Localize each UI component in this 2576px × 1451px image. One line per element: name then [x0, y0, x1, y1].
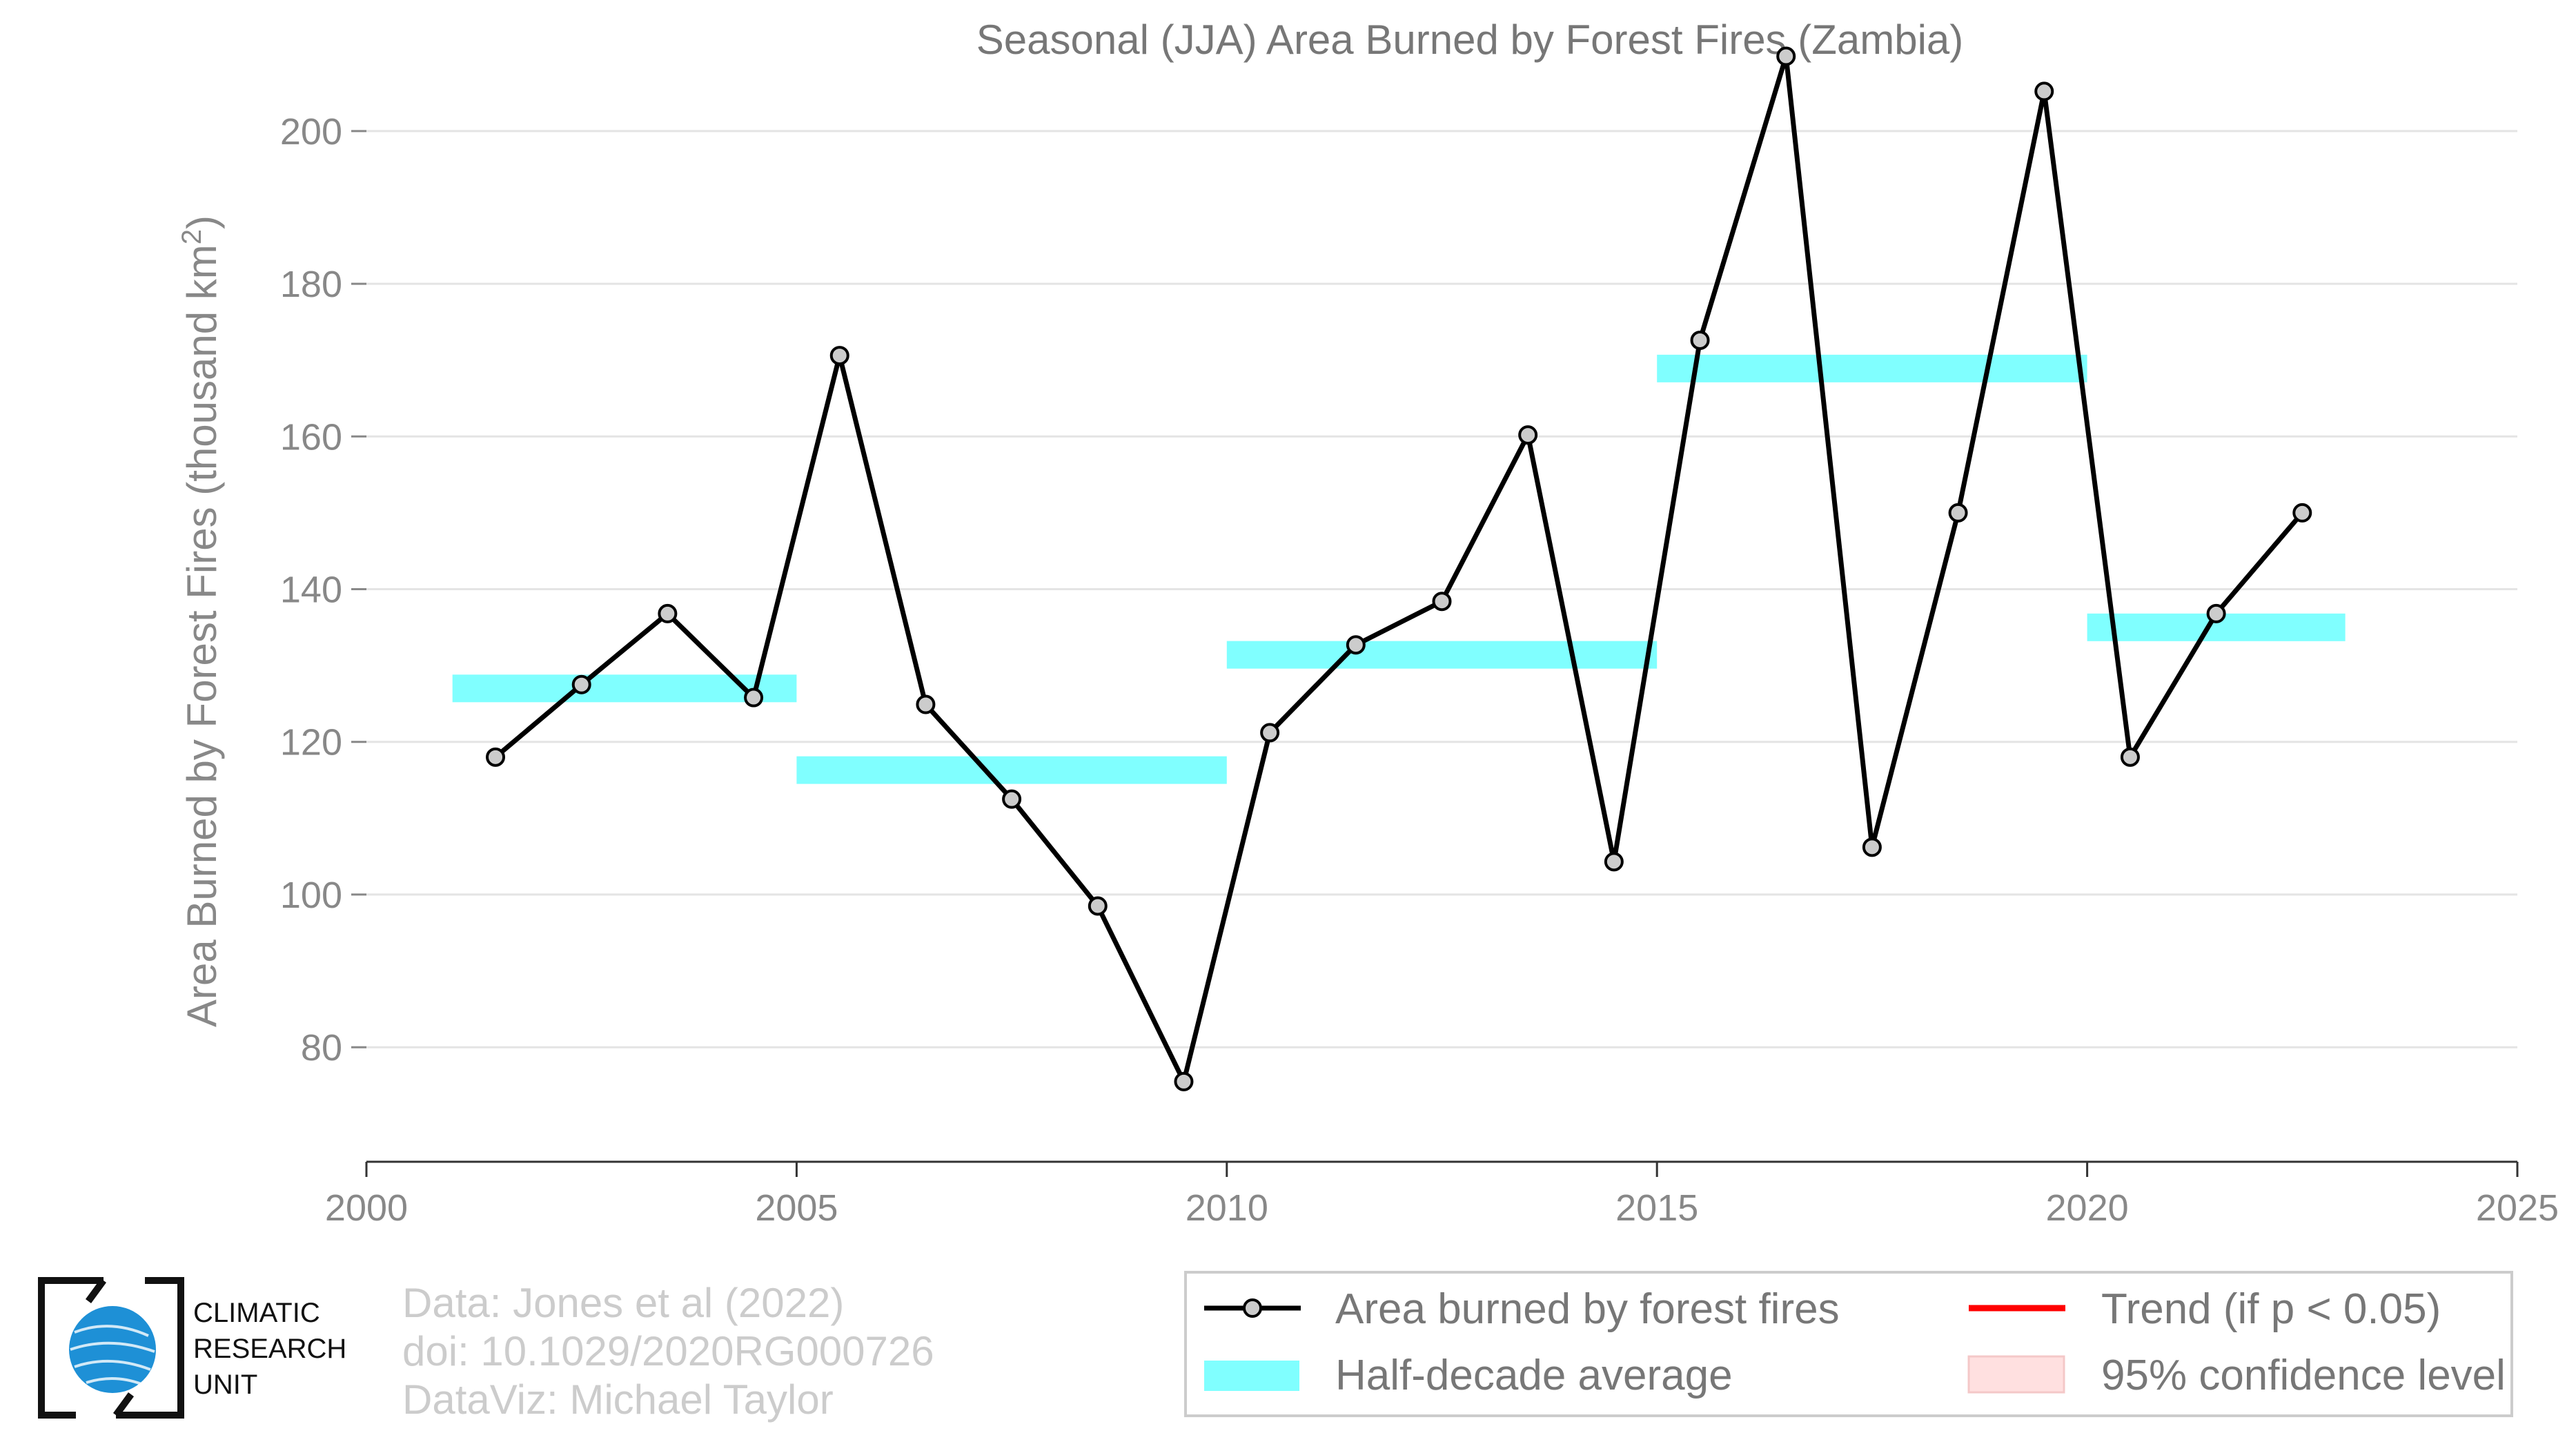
- legend: Area burned by forest fires Trend (if p …: [1184, 1271, 2513, 1417]
- legend-swatch-marker: [1243, 1298, 1262, 1318]
- data-point-2018: [1948, 503, 1968, 523]
- y-tick-label-200: 200: [280, 111, 342, 153]
- x-tick-label-2015: 2015: [1615, 1187, 1698, 1229]
- logo-text-line2: RESEARCH: [193, 1334, 346, 1364]
- legend-swatch-average: [1204, 1361, 1299, 1391]
- legend-swatch-confidence: [1967, 1355, 2065, 1394]
- logo-frame-left: [38, 1277, 104, 1419]
- legend-label-average: Half-decade average: [1335, 1352, 1733, 1399]
- x-axis: 2000 2005 2010 2015 2020 2025: [325, 1160, 2559, 1229]
- y-tick-label-100: 100: [280, 875, 342, 916]
- credit-data-source: Data: Jones et al (2022): [402, 1280, 844, 1326]
- chart-title: Seasonal (JJA) Area Burned by Forest Fir…: [976, 17, 1964, 63]
- x-tick-label-2010: 2010: [1186, 1187, 1268, 1229]
- data-point-2005: [829, 346, 849, 366]
- legend-label-confidence: 95% confidence level: [2101, 1352, 2506, 1399]
- data-point-2006: [916, 694, 936, 714]
- half-decade-band-4: [1657, 354, 2087, 382]
- data-point-2013: [1518, 425, 1538, 445]
- half-decade-bands: [452, 354, 2346, 784]
- data-point-2004: [744, 688, 764, 708]
- data-point-2017: [1862, 837, 1882, 857]
- logo-text-line1: CLIMATIC: [193, 1298, 320, 1328]
- data-point-2022: [2292, 503, 2312, 523]
- logo-slash-bottom: [112, 1392, 135, 1417]
- data-point-2008: [1088, 896, 1108, 916]
- data-point-2011: [1346, 635, 1366, 655]
- logo-frame-right: [116, 1277, 184, 1419]
- data-point-2002: [571, 674, 591, 694]
- series-line: [493, 54, 2304, 1084]
- data-point-2007: [1002, 789, 1022, 809]
- y-axis-label: Area Burned by Forest Fires (thousand km…: [177, 215, 225, 1027]
- globe-icon-lines: [70, 1325, 155, 1385]
- data-point-2020: [2120, 747, 2140, 767]
- legend-frame: [1184, 1271, 2513, 1417]
- gridlines: [366, 130, 2517, 1049]
- x-tick-label-2005: 2005: [755, 1187, 838, 1229]
- legend-label-series: Area burned by forest fires: [1335, 1285, 1840, 1333]
- half-decade-band-1: [452, 674, 797, 703]
- half-decade-band-3: [1226, 641, 1658, 669]
- credit-doi: doi: 10.1029/2020RG000726: [402, 1328, 934, 1374]
- legend-label-trend: Trend (if p < 0.05): [2101, 1285, 2441, 1333]
- y-tick-labels: 80 100 120 140 160 180 200: [280, 111, 366, 1069]
- y-tick-label-160: 160: [280, 416, 342, 458]
- credit-dataviz: DataViz: Michael Taylor: [402, 1376, 834, 1423]
- data-point-2003: [658, 603, 678, 623]
- logo-slash-top: [85, 1278, 107, 1303]
- globe-icon: [69, 1306, 156, 1393]
- y-tick-label-140: 140: [280, 569, 342, 611]
- data-point-2016: [1776, 46, 1796, 66]
- x-tick-label-2000: 2000: [325, 1187, 408, 1229]
- data-point-2019: [2034, 81, 2054, 101]
- y-axis-label-superscript: 2: [177, 229, 207, 244]
- y-tick-label-120: 120: [280, 722, 342, 763]
- series-layer: [486, 46, 2312, 1091]
- data-point-2014: [1604, 852, 1624, 872]
- data-point-2001: [486, 747, 506, 767]
- half-decade-band-2: [796, 756, 1227, 784]
- y-tick-label-180: 180: [280, 264, 342, 305]
- data-point-2015: [1690, 330, 1710, 350]
- y-tick-label-80: 80: [301, 1027, 342, 1069]
- cru-logo: CLIMATIC RESEARCH UNIT: [38, 1277, 346, 1419]
- data-point-2009: [1174, 1071, 1194, 1091]
- data-point-2012: [1432, 592, 1452, 612]
- x-tick-label-2025: 2025: [2476, 1187, 2559, 1229]
- logo-text-line3: UNIT: [193, 1370, 257, 1400]
- x-tick-label-2020: 2020: [2046, 1187, 2129, 1229]
- data-point-2021: [2206, 603, 2226, 623]
- data-point-2010: [1260, 723, 1280, 743]
